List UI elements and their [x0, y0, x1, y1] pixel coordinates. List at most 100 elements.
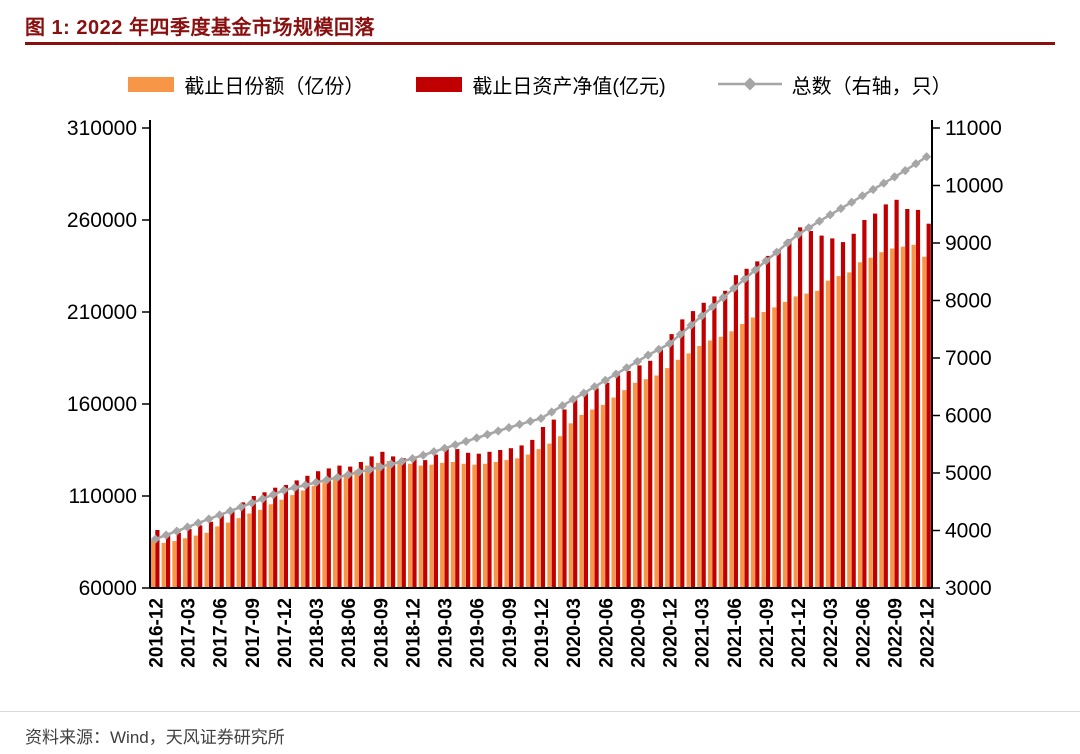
count-marker [579, 388, 589, 398]
x-tick-label: 2022-06 [853, 598, 874, 668]
nav-bar [744, 268, 749, 588]
count-marker [911, 159, 921, 169]
count-marker [482, 429, 492, 440]
nav-bar [733, 275, 738, 588]
count-marker [868, 184, 878, 195]
nav-bar [583, 391, 588, 588]
count-marker [182, 522, 193, 532]
nav-bar [176, 532, 181, 588]
count-marker [536, 413, 546, 423]
shares-bar [643, 379, 648, 588]
right-tick-label: 7000 [945, 347, 992, 370]
nav-bar [723, 290, 728, 588]
shares-bar [258, 509, 263, 588]
right-tick-label: 9000 [945, 232, 992, 255]
shares-bar [300, 490, 306, 588]
count-marker [879, 178, 889, 188]
count-marker [268, 490, 278, 500]
count-marker [322, 475, 332, 485]
shares-bar [568, 423, 573, 588]
count-marker [622, 363, 632, 373]
nav-bar [230, 508, 235, 588]
shares-bar [890, 248, 895, 588]
count-marker [311, 477, 321, 488]
count-marker [375, 462, 385, 472]
shares-bar [418, 465, 423, 588]
count-marker [290, 483, 300, 493]
shares-bar [461, 463, 466, 588]
count-marker [343, 470, 353, 480]
nav-bar [433, 454, 438, 588]
x-tick-label: 2019-12 [532, 598, 553, 668]
nav-bar [401, 458, 406, 588]
count-marker [300, 480, 310, 490]
count-marker [332, 472, 343, 482]
shares-bar [215, 526, 220, 588]
nav-swatch [416, 76, 463, 92]
count-marker [204, 514, 214, 524]
nav-bar [905, 209, 910, 588]
nav-bar [444, 446, 449, 588]
shares-bar [654, 375, 659, 588]
x-tick-label: 2022-12 [918, 598, 939, 668]
figure-title: 图 1: 2022 年四季度基金市场规模回落 [25, 17, 375, 39]
x-tick-label: 2020-09 [628, 598, 649, 668]
legend-label-shares: 截止日份额（亿份） [184, 75, 365, 98]
nav-bar [187, 529, 192, 588]
shares-bar [236, 518, 241, 588]
nav-bar [273, 487, 278, 588]
count-marker [504, 423, 514, 433]
count-marker [515, 419, 525, 429]
count-marker [450, 440, 460, 450]
shares-bar [707, 340, 713, 588]
nav-bar [219, 514, 224, 588]
nav-bar [423, 460, 428, 588]
shares-bar [675, 359, 680, 588]
shares-bar [268, 504, 273, 588]
nav-bar [551, 419, 556, 588]
svg-text:2020-12: 2020-12 [661, 598, 682, 668]
shares-bar [483, 463, 488, 588]
nav-bar [316, 471, 321, 588]
x-tick-label: 2021-12 [789, 598, 810, 668]
svg-text:2016-12: 2016-12 [146, 598, 167, 668]
chart-area: 60000 110000 160000 210000 260000 310000 3000 4… [0, 100, 1080, 712]
shares-bar [804, 293, 809, 588]
x-tick-label: 2016-12 [146, 598, 167, 668]
nav-bar [198, 525, 203, 588]
shares-bar [386, 461, 391, 588]
legend-label-nav: 截止日资产净值(亿元) [472, 75, 666, 98]
count-marker [407, 454, 418, 464]
nav-bar [669, 334, 674, 588]
nav-bar [712, 296, 717, 588]
nav-bar [862, 220, 867, 588]
count-marker [236, 502, 246, 512]
count-marker [172, 526, 182, 536]
nav-bar [819, 235, 824, 588]
nav-bar [787, 239, 792, 589]
shares-bar [536, 449, 541, 588]
nav-bar [798, 227, 803, 588]
svg-text:2017-03: 2017-03 [179, 598, 200, 668]
count-marker [354, 467, 364, 477]
count-marker [804, 223, 814, 233]
svg-text:2021-12: 2021-12 [789, 598, 810, 668]
count-marker [568, 394, 578, 404]
count-marker [386, 459, 396, 469]
svg-text:2017-06: 2017-06 [211, 598, 232, 668]
chart-legend: 截止日份额（亿份） 截止日资产净值(亿元) 总数（右轴，只） [0, 66, 1080, 102]
x-tick-label: 2021-06 [725, 598, 746, 668]
count-marker [461, 436, 471, 446]
shares-bar [161, 542, 166, 588]
svg-text:2021-03: 2021-03 [693, 598, 714, 668]
shares-bar [847, 272, 852, 588]
nav-bar [701, 302, 706, 588]
count-marker [600, 375, 610, 385]
shares-bar [697, 346, 702, 588]
nav-bar [851, 233, 856, 589]
chart-svg: 60000 110000 160000 210000 260000 310000 3000 4… [67, 117, 1003, 668]
count-marker [857, 191, 867, 201]
shares-bar [354, 470, 359, 588]
count-line-marker-glyph [717, 77, 782, 91]
nav-bar [519, 445, 524, 588]
